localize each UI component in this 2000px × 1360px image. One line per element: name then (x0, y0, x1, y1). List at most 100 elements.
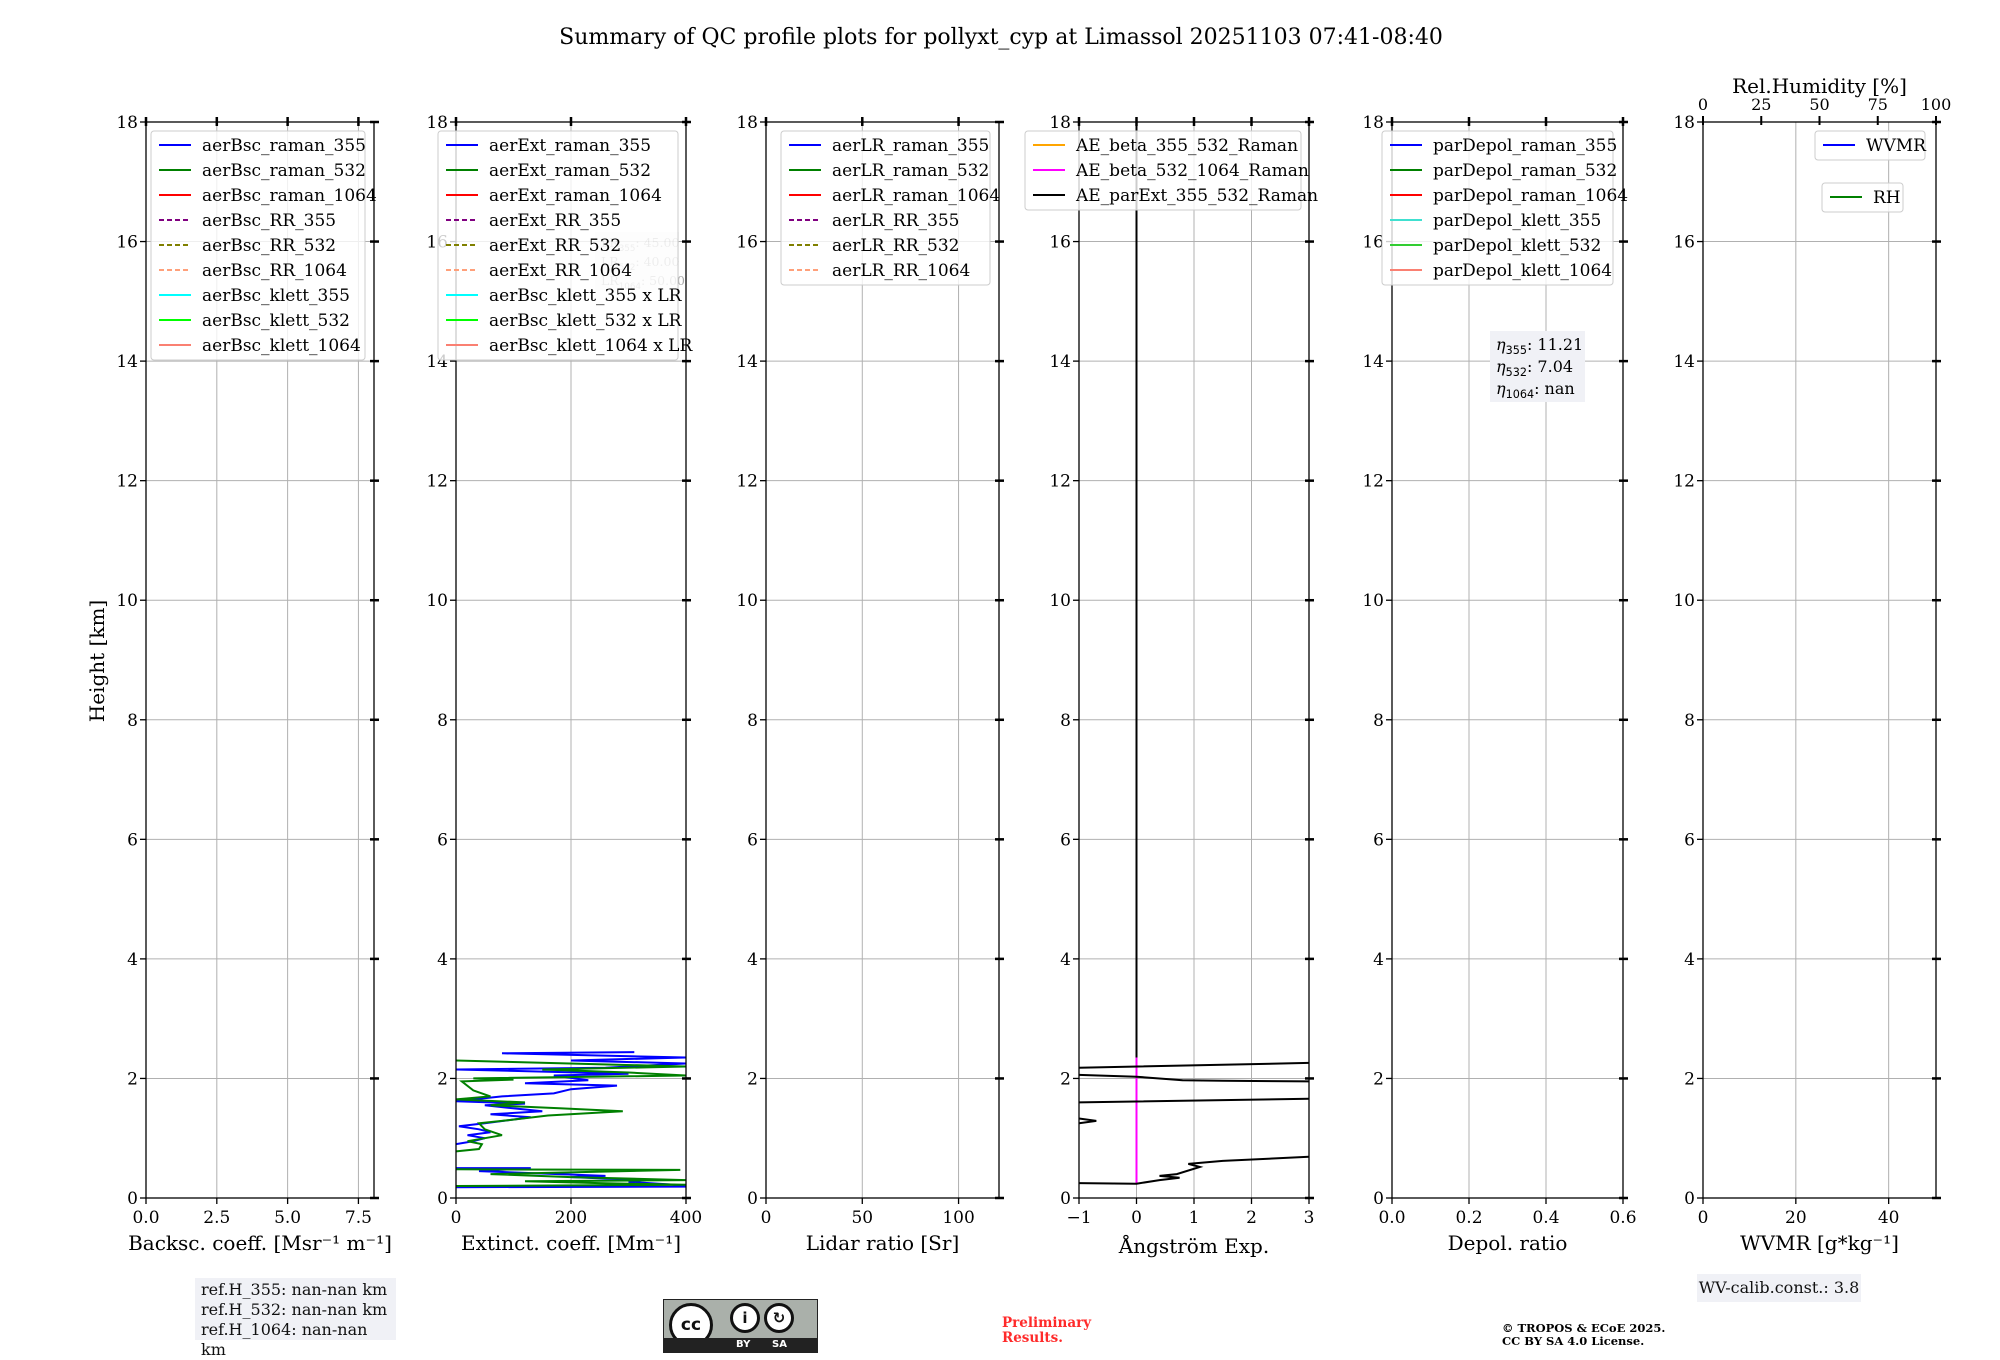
y-tick-label: 12 (116, 472, 138, 492)
y-tick-label: 6 (127, 830, 138, 850)
y-tick-label: 0 (1060, 1189, 1071, 1209)
y-tick-label: 8 (1060, 711, 1071, 731)
x-tick-label: 2 (1246, 1208, 1257, 1228)
y-tick-label: 4 (747, 950, 758, 970)
legend-label: aerBsc_klett_532 (202, 311, 350, 331)
y-tick-label: 12 (1362, 472, 1384, 492)
y-tick-label: 4 (127, 950, 138, 970)
legend-label: aerLR_RR_1064 (832, 261, 970, 281)
axes-frame (1391, 121, 1624, 1199)
legend-label: aerBsc_raman_1064 (202, 186, 377, 206)
y-tick-label: 18 (426, 113, 448, 133)
legend-label: aerExt_raman_532 (489, 161, 651, 181)
y-tick-label: 12 (426, 472, 448, 492)
legend-label: AE_parExt_355_532_Raman (1075, 186, 1318, 206)
legend-label: aerBsc_RR_532 (202, 236, 336, 256)
top-x-tick-label: 100 (1921, 95, 1952, 114)
legend: aerLR_raman_355 aerLR_raman_532 aerLR_rama… (780, 130, 1000, 286)
legend-label: aerExt_raman_1064 (489, 186, 662, 206)
legend-label: aerBsc_raman_355 (202, 136, 366, 156)
y-tick-label: 0 (1373, 1189, 1384, 1209)
y-tick-label: 2 (437, 1069, 448, 1089)
legend-frame (150, 130, 366, 361)
y-tick-label: 4 (1684, 950, 1695, 970)
x-tick-label: 0.2 (1455, 1208, 1482, 1228)
y-tick-label: 6 (1684, 830, 1695, 850)
legend-label: aerExt_RR_1064 (489, 261, 632, 281)
ref-height-355: ref.H_355: nan-nan km (201, 1280, 388, 1299)
y-tick-label: 8 (127, 711, 138, 731)
reference-height-box: ref.H_355: nan-nan km ref.H_532: nan-nan… (195, 1278, 396, 1359)
legend-label: parDepol_klett_355 (1433, 211, 1601, 231)
sa-label: SA (772, 1339, 787, 1350)
y-tick-label: 2 (127, 1069, 138, 1089)
x-tick-label: 400 (670, 1208, 702, 1228)
y-tick-label: 10 (736, 591, 758, 611)
legend-label: aerBsc_klett_355 x LR (489, 286, 683, 306)
y-tick-label: 8 (1373, 711, 1384, 731)
x-axis-label: Depol. ratio (1448, 1231, 1568, 1255)
series-line-ae-parext-355-532-raman (1079, 122, 1309, 1185)
x-tick-label: 7.5 (345, 1208, 372, 1228)
top-x-tick-label: 0 (1698, 95, 1708, 114)
annotation-subscript: 1064 (1506, 388, 1534, 401)
annotation-value: : 11.21 (1527, 335, 1583, 354)
top-x-tick-label: 50 (1809, 95, 1829, 114)
y-tick-label: 8 (1684, 711, 1695, 731)
x-tick-label: 0.6 (1609, 1208, 1636, 1228)
legend-label: aerBsc_raman_532 (202, 161, 366, 181)
annotation-line: η355: 11.21 (1496, 335, 1583, 357)
y-tick-label: 18 (116, 113, 138, 133)
x-tick-label: 3 (1304, 1208, 1315, 1228)
panel-1: 0 2 4 6 8 10 12 14 16 18 0.0 2.5 5.0 7.5 Backsc. coeff… (116, 113, 392, 1255)
y-tick-label: 12 (736, 472, 758, 492)
x-tick-label: 0.4 (1532, 1208, 1559, 1228)
legend-label: aerLR_raman_1064 (832, 186, 1000, 206)
legend-label: aerExt_raman_355 (489, 136, 651, 156)
y-tick-label: 0 (437, 1189, 448, 1209)
legend-label: parDepol_raman_1064 (1433, 186, 1628, 206)
annotation-line: η532: 7.04 (1496, 357, 1573, 379)
annotation-prefix: η (1496, 379, 1506, 398)
y-tick-label: 4 (437, 950, 448, 970)
y-tick-label: 10 (116, 591, 138, 611)
x-tick-label: 40 (1878, 1208, 1900, 1228)
legend-rh: RH (1821, 182, 1904, 213)
y-tick-label: 16 (116, 233, 138, 253)
legend-label: parDepol_klett_1064 (1433, 261, 1612, 281)
y-tick-label: 6 (747, 830, 758, 850)
annotation-subscript: 355 (1506, 344, 1527, 357)
legend-label: aerBsc_klett_355 (202, 286, 350, 306)
cc-by-sa-license-badge: cc i ↻ BY SA (663, 1299, 818, 1353)
y-tick-label: 16 (1673, 233, 1695, 253)
legend-label: parDepol_klett_532 (1433, 236, 1601, 256)
y-tick-label: 18 (736, 113, 758, 133)
legend-frame (1821, 182, 1904, 213)
y-tick-label: 18 (1673, 113, 1695, 133)
legend-frame (1381, 130, 1614, 286)
annotation-line: η1064: nan (1496, 379, 1575, 401)
ref-height-1064: ref.H_1064: nan-nan km (201, 1320, 368, 1359)
copyright-note: © TROPOS & ECoE 2025. CC BY SA 4.0 Licen… (1502, 1322, 1665, 1348)
legend-frame (780, 130, 991, 286)
top-x-axis-label: Rel.Humidity [%] (1732, 74, 1907, 98)
y-tick-label: 12 (1049, 472, 1071, 492)
legend: AE_beta_355_532_Raman AE_beta_532_1064_Ra… (1024, 130, 1318, 211)
y-tick-label: 6 (437, 830, 448, 850)
x-tick-label: 0 (451, 1208, 462, 1228)
y-tick-label: 8 (747, 711, 758, 731)
legend-label: aerLR_RR_355 (832, 211, 959, 231)
legend-label: WVMR (1866, 136, 1927, 156)
annotation-prefix: η (1496, 357, 1506, 376)
x-axis-label: Lidar ratio [Sr] (806, 1231, 960, 1255)
y-axis-label: Height [km] (85, 600, 109, 722)
legend: parDepol_raman_355 parDepol_raman_532 parD… (1381, 130, 1628, 286)
y-tick-label: 10 (1362, 591, 1384, 611)
legend-label: parDepol_raman_532 (1433, 161, 1617, 181)
legend: aerExt_raman_355 aerExt_raman_532 aerExt_r… (437, 130, 693, 361)
y-tick-label: 4 (1060, 950, 1071, 970)
